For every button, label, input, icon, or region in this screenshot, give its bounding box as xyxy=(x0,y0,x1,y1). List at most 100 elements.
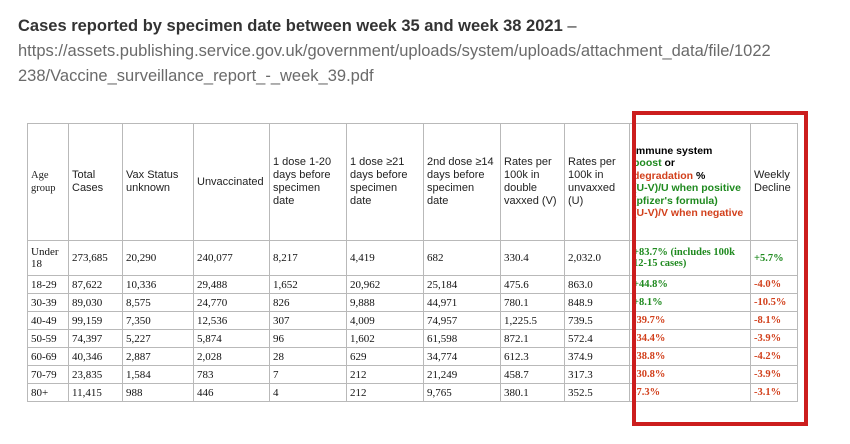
article-header: Cases reported by specimen date between … xyxy=(18,14,833,89)
cell-immune: -7.3% xyxy=(629,383,751,402)
cell-dose2: 9,765 xyxy=(423,383,501,402)
cell-rate-double: 380.1 xyxy=(500,383,565,402)
cell-dose1-short: 28 xyxy=(269,347,347,366)
cell-total: 99,159 xyxy=(68,311,123,330)
cell-dose1-short: 826 xyxy=(269,293,347,312)
cell-rate-unvax: 739.5 xyxy=(564,311,630,330)
cell-dose1-long: 4,419 xyxy=(346,240,424,276)
cases-table-image: Age group Total Cases Vax Status unknown… xyxy=(27,123,798,402)
cell-total: 74,397 xyxy=(68,329,123,348)
cell-dose1-long: 1,602 xyxy=(346,329,424,348)
cell-rate-unvax: 352.5 xyxy=(564,383,630,402)
table-row: 40-49 99,159 7,350 12,536 307 4,009 74,9… xyxy=(27,311,798,330)
header-total-cases: Total Cases xyxy=(68,123,123,241)
immune-boost-label: boost xyxy=(633,157,662,169)
cell-unknown: 8,575 xyxy=(122,293,194,312)
cell-age: 18-29 xyxy=(27,275,69,294)
header-vax-status-unknown: Vax Status unknown xyxy=(122,123,194,241)
cell-unvax: 5,874 xyxy=(193,329,270,348)
cell-weekly: -3.1% xyxy=(750,383,798,402)
header-rate-double-vaxxed: Rates per 100k in double vaxxed (V) xyxy=(500,123,565,241)
cell-dose1-long: 212 xyxy=(346,365,424,384)
cell-unvax: 2,028 xyxy=(193,347,270,366)
cell-unknown: 2,887 xyxy=(122,347,194,366)
cell-unknown: 10,336 xyxy=(122,275,194,294)
cell-rate-unvax: 848.9 xyxy=(564,293,630,312)
cell-dose1-long: 9,888 xyxy=(346,293,424,312)
table-row: 30-39 89,030 8,575 24,770 826 9,888 44,9… xyxy=(27,293,798,312)
cell-unvax: 24,770 xyxy=(193,293,270,312)
source-link[interactable]: https://assets.publishing.service.gov.uk… xyxy=(18,42,771,85)
cell-dose1-short: 307 xyxy=(269,311,347,330)
header-weekly-decline: Weekly Decline xyxy=(750,123,798,241)
cell-rate-unvax: 317.3 xyxy=(564,365,630,384)
cell-unvax: 446 xyxy=(193,383,270,402)
header-unvaccinated: Unvaccinated xyxy=(193,123,270,241)
header-immune-system: Immune system boost or degradation % (U-… xyxy=(629,123,751,241)
cell-age: 40-49 xyxy=(27,311,69,330)
cell-dose1-long: 4,009 xyxy=(346,311,424,330)
cell-total: 40,346 xyxy=(68,347,123,366)
cell-dose1-short: 4 xyxy=(269,383,347,402)
cell-rate-double: 458.7 xyxy=(500,365,565,384)
cell-rate-double: 780.1 xyxy=(500,293,565,312)
cell-dose1-short: 96 xyxy=(269,329,347,348)
table-row: 70-79 23,835 1,584 783 7 212 21,249 458.… xyxy=(27,365,798,384)
cell-unvax: 783 xyxy=(193,365,270,384)
cell-dose2: 25,184 xyxy=(423,275,501,294)
cell-dose2: 34,774 xyxy=(423,347,501,366)
cell-rate-double: 475.6 xyxy=(500,275,565,294)
header-rate-unvaxxed: Rates per 100k in unvaxxed (U) xyxy=(564,123,630,241)
cell-age: Under 18 xyxy=(27,240,69,276)
cell-age: 80+ xyxy=(27,383,69,402)
cell-total: 23,835 xyxy=(68,365,123,384)
cell-unknown: 5,227 xyxy=(122,329,194,348)
cell-rate-unvax: 2,032.0 xyxy=(564,240,630,276)
highlight-box xyxy=(632,111,808,426)
cell-rate-double: 872.1 xyxy=(500,329,565,348)
cell-dose1-long: 20,962 xyxy=(346,275,424,294)
cell-unvax: 29,488 xyxy=(193,275,270,294)
cell-unknown: 988 xyxy=(122,383,194,402)
cell-weekly: +5.7% xyxy=(750,240,798,276)
cell-rate-unvax: 572.4 xyxy=(564,329,630,348)
cell-unvax: 240,077 xyxy=(193,240,270,276)
cases-table: Age group Total Cases Vax Status unknown… xyxy=(27,123,798,402)
source-link-line-2: 238/Vaccine_surveillance_report_-_week_3… xyxy=(18,67,374,85)
cell-dose1-long: 629 xyxy=(346,347,424,366)
immune-title: Immune system xyxy=(633,144,713,157)
header-dose1-1-20-days: 1 dose 1-20 days before specimen date xyxy=(269,123,347,241)
cell-total: 11,415 xyxy=(68,383,123,402)
cell-total: 89,030 xyxy=(68,293,123,312)
cell-dose2: 21,249 xyxy=(423,365,501,384)
title-dash: – xyxy=(562,17,577,35)
cell-age: 50-59 xyxy=(27,329,69,348)
table-header-row: Age group Total Cases Vax Status unknown… xyxy=(27,123,798,241)
cell-dose1-short: 1,652 xyxy=(269,275,347,294)
cell-dose2: 74,957 xyxy=(423,311,501,330)
cell-unknown: 1,584 xyxy=(122,365,194,384)
cell-rate-double: 612.3 xyxy=(500,347,565,366)
cell-dose1-short: 7 xyxy=(269,365,347,384)
header-dose2-14-days: 2nd dose ≥14 days before specimen date xyxy=(423,123,501,241)
immune-percent-label: % xyxy=(693,169,706,182)
cell-rate-unvax: 374.9 xyxy=(564,347,630,366)
table-row: 80+ 11,415 988 446 4 212 9,765 380.1 352… xyxy=(27,383,798,402)
cell-unknown: 20,290 xyxy=(122,240,194,276)
header-dose1-21-days: 1 dose ≥21 days before specimen date xyxy=(346,123,424,241)
cell-dose2: 44,971 xyxy=(423,293,501,312)
source-link-line-1: https://assets.publishing.service.gov.uk… xyxy=(18,42,771,60)
cell-age: 60-69 xyxy=(27,347,69,366)
report-title: Cases reported by specimen date between … xyxy=(18,17,563,35)
cell-dose1-long: 212 xyxy=(346,383,424,402)
cell-dose2: 61,598 xyxy=(423,329,501,348)
cell-rate-unvax: 863.0 xyxy=(564,275,630,294)
cell-age: 30-39 xyxy=(27,293,69,312)
cell-dose1-short: 8,217 xyxy=(269,240,347,276)
cell-rate-double: 330.4 xyxy=(500,240,565,276)
cell-total: 273,685 xyxy=(68,240,123,276)
header-age-group: Age group xyxy=(27,123,69,241)
cell-total: 87,622 xyxy=(68,275,123,294)
immune-positive-formula: (U-V)/U when positive (pfizer's formula) xyxy=(633,182,741,207)
cell-unvax: 12,536 xyxy=(193,311,270,330)
